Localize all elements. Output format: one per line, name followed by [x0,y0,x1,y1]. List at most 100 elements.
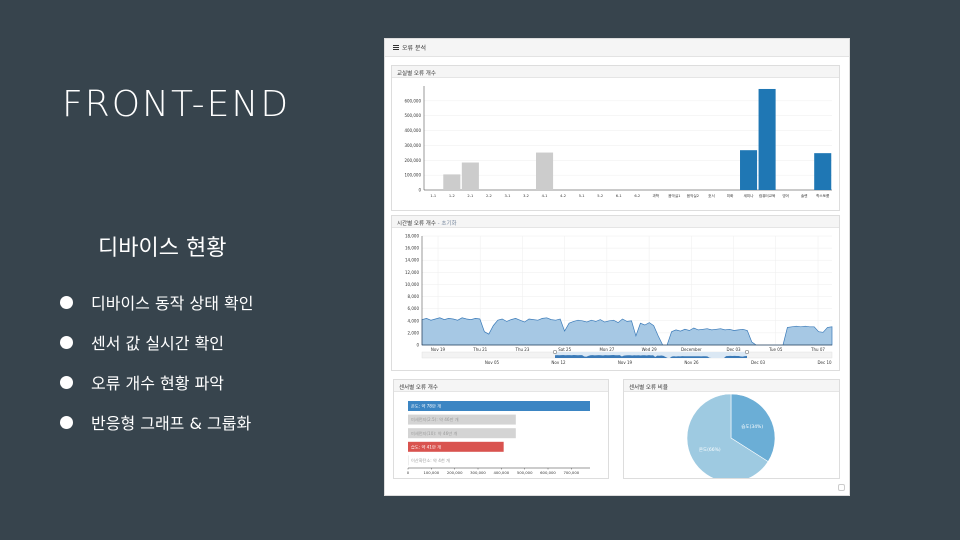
bullet-dot-icon [60,335,73,349]
x-tick-label: Thu 23 [515,347,530,352]
bar-label: 이산화탄소: 약 4천 개 [411,457,450,464]
time-error-panel: 시간별 오류 개수 - 초기화 0 2,000 4,000 6,000 8,000 10,… [391,215,840,371]
brush-tick-label: Dec 10 [817,360,832,365]
x-tick-label: 4-1 [542,194,548,198]
panel-title: 센서별 오류 개수 [394,380,608,392]
brush-selection [555,352,747,358]
bar [408,414,516,425]
brush-handle-icon [552,349,558,355]
slice-label: 습도(34%) [741,423,763,430]
slice-label: 온도(66%) [699,447,721,453]
x-tick-label: 과학 [653,193,660,198]
bullet-dot-icon [60,295,73,309]
bar [408,455,409,466]
x-tick-label: 미화 [727,193,734,198]
y-tick-label: 0 [416,343,419,348]
y-tick-label: 6,000 [408,306,420,311]
y-tick-label: 2,000 [408,330,420,335]
bar [758,88,776,190]
bullet-item: 디바이스 동작 상태 확인 [60,282,253,322]
bullet-item: 반응형 그래프 & 그룹화 [60,402,253,442]
x-tick-label: 영어 [782,193,789,198]
bullet-item: 센서 값 실시간 확인 [60,322,253,362]
classroom-error-panel: 교실별 오류 개수 0 100,000 200,000 300,000 400,000 5… [391,65,840,211]
brush-handle-icon [744,349,750,355]
bar [461,162,479,190]
dashboard-header: 오류 분석 [385,39,849,57]
y-tick-label: 18,000 [405,234,419,239]
bar [814,153,832,190]
y-tick-label: 300,000 [404,143,421,148]
x-tick-label: 호서 [708,193,715,198]
x-tick-label: 6-1 [616,194,622,198]
x-tick-label: 세미나 [744,193,755,198]
sensor-ratio-panel: 센서별 오류 비율 습도(34%) 온도(66%) [623,379,840,483]
bullet-text: 디바이스 동작 상태 확인 [91,294,254,313]
x-tick-label: Wed 29 [642,347,658,352]
x-tick-label: 2-1 [467,194,473,198]
bar-label: 습도: 약 41만 개 [411,443,441,450]
brush-tick-label: Dec 03 [751,360,766,365]
x-tick-label: 0 [407,470,410,475]
bar-label: 미세먼지(2.5): 약 46만 개 [411,416,459,423]
brush-tick-label: Nov 19 [618,360,633,365]
x-tick-label: 300,000 [470,470,486,475]
time-area-chart[interactable]: 0 2,000 4,000 6,000 8,000 10,000 12,000 14,000 1… [392,228,839,370]
bullet-item: 오류 개수 현황 파악 [60,362,253,402]
x-tick-label: 100,000 [423,470,439,475]
x-tick-label: Thu 07 [810,347,825,352]
y-tick-label: 0 [418,188,421,193]
x-tick-label: 400,000 [493,470,509,475]
bar [536,152,554,190]
y-tick-label: 4,000 [408,318,420,323]
y-tick-label: 500,000 [404,113,421,118]
x-tick-label: 1-2 [449,194,455,198]
pie-slice [686,393,769,483]
brush-tick-label: Nov 26 [684,360,699,365]
bar [408,441,504,452]
bar [740,150,758,190]
x-tick-label: December [681,347,702,352]
dashboard-screenshot: 오류 분석 교실별 오류 개수 0 100,000 200,000 300,000 40… [384,38,850,496]
y-tick-label: 8,000 [408,294,420,299]
list-icon [393,45,399,50]
x-tick-label: Mon 27 [599,347,614,352]
bullet-text: 센서 값 실시간 확인 [91,334,225,353]
panel-title: 시간별 오류 개수 - 초기화 [392,216,839,228]
x-tick-label: Thu 21 [472,347,487,352]
brush-tick-label: Nov 12 [551,360,566,365]
y-tick-label: 600,000 [404,98,421,103]
x-tick-label: 솔렌 [801,193,808,198]
y-tick-label: 200,000 [404,158,421,163]
x-tick-label: 5-1 [579,194,585,198]
area-series [421,317,833,346]
x-tick-label: 학스토룸 [816,193,830,198]
x-tick-label: 4-2 [560,194,566,198]
x-tick-label: 500,000 [517,470,533,475]
x-tick-label: 200,000 [447,470,463,475]
brush-area [555,355,747,358]
sensor-pie-chart[interactable]: 습도(34%) 온도(66%) [624,392,839,483]
dashboard-title: 오류 분석 [402,45,426,52]
bullet-dot-icon [60,415,73,429]
x-tick-label: Sat 25 [558,347,571,352]
reset-link[interactable]: - 초기화 [437,221,457,227]
x-tick-label: 700,000 [563,470,579,475]
bar [408,401,590,411]
x-tick-label: 3-1 [505,194,511,198]
y-tick-label: 10,000 [405,282,419,287]
x-tick-label: 3-2 [523,194,529,198]
x-tick-label: 2-2 [486,194,492,198]
bar-label: 온도: 약 78만 개 [411,403,441,410]
y-tick-label: 400,000 [404,128,421,133]
resize-handle-icon[interactable] [838,484,845,491]
x-tick-label: 음악실1 [668,193,680,198]
classroom-bar-chart[interactable]: 0 100,000 200,000 300,000 400,000 500,000 600,… [392,78,839,210]
feature-list: 디바이스 동작 상태 확인 센서 값 실시간 확인 오류 개수 현황 파악 반응… [60,282,253,442]
y-tick-label: 12,000 [405,270,419,275]
x-tick-label: 컴퓨터교육 [759,193,776,198]
section-subtitle: 디바이스 현황 [98,236,227,261]
bullet-dot-icon [60,375,73,389]
